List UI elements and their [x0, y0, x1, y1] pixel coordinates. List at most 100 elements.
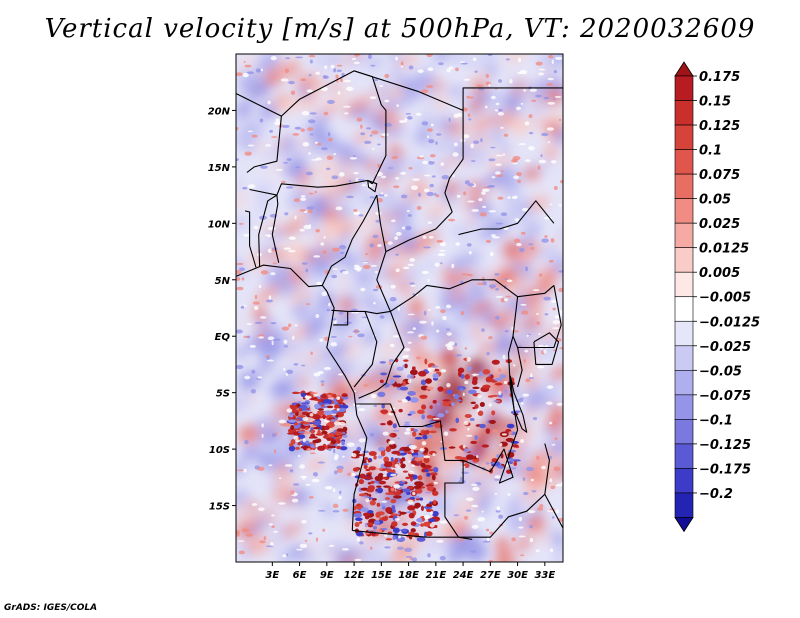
- field-patch: [258, 343, 284, 359]
- field-patch: [385, 212, 401, 222]
- field-speckle: [384, 534, 388, 537]
- field-speckle: [357, 333, 365, 338]
- field-patch: [263, 265, 290, 286]
- field-patch: [394, 54, 418, 69]
- field-speckle: [314, 398, 323, 402]
- field-speckle: [529, 537, 534, 543]
- field-speckle: [348, 179, 352, 183]
- field-speckle: [347, 472, 352, 476]
- field-speckle: [354, 522, 360, 528]
- field-speckle: [382, 474, 388, 477]
- field-speckle: [376, 143, 381, 146]
- field-speckle: [323, 366, 332, 371]
- field-speckle: [556, 402, 563, 406]
- field-speckle: [408, 486, 413, 490]
- field-speckle: [271, 432, 276, 438]
- field-speckle: [324, 425, 330, 430]
- field-patch: [481, 254, 505, 275]
- field-speckle: [513, 461, 518, 467]
- field-speckle: [354, 54, 360, 57]
- field-speckle: [516, 172, 522, 177]
- field-speckle: [353, 209, 358, 213]
- field-speckle: [409, 497, 416, 500]
- field-speckle: [362, 495, 370, 499]
- field-speckle: [322, 528, 326, 532]
- field-speckle: [503, 133, 509, 137]
- field-speckle: [299, 543, 308, 549]
- field-patch: [349, 59, 372, 78]
- field-speckle: [251, 369, 256, 374]
- field-speckle: [548, 54, 554, 59]
- field-speckle: [438, 62, 444, 66]
- field-speckle: [378, 480, 387, 485]
- field-patch: [303, 98, 320, 111]
- field-patch: [450, 84, 463, 99]
- field-speckle: [484, 105, 488, 109]
- field-speckle: [240, 305, 245, 309]
- border-line: [355, 403, 464, 461]
- field-speckle: [537, 365, 545, 369]
- field-speckle: [400, 463, 406, 469]
- field-speckle: [464, 413, 472, 418]
- field-speckle: [431, 321, 434, 326]
- field-patch: [526, 393, 548, 408]
- field-speckle: [490, 394, 499, 397]
- field-speckle: [440, 309, 446, 314]
- field-speckle: [512, 444, 519, 448]
- field-speckle: [470, 401, 476, 405]
- field-speckle: [432, 373, 439, 379]
- field-speckle: [485, 528, 490, 532]
- field-speckle: [323, 236, 326, 239]
- field-speckle: [546, 385, 554, 389]
- field-speckle: [398, 483, 404, 486]
- field-speckle: [466, 243, 472, 247]
- field-speckle: [310, 351, 313, 355]
- field-speckle: [429, 183, 434, 188]
- field-speckle: [407, 413, 412, 416]
- field-speckle: [474, 70, 478, 73]
- field-speckle: [335, 74, 339, 79]
- field-speckle: [517, 179, 521, 184]
- field-speckle: [403, 446, 412, 452]
- field-speckle: [403, 266, 410, 270]
- field-speckle: [372, 288, 379, 292]
- field-speckle: [384, 546, 391, 549]
- field-speckle: [491, 410, 496, 416]
- field-speckle: [524, 349, 529, 353]
- field-patch: [440, 296, 455, 313]
- field-patch: [548, 366, 563, 380]
- field-patch: [254, 142, 265, 152]
- field-speckle: [246, 71, 254, 75]
- field-speckle: [468, 389, 477, 395]
- field-patch: [508, 349, 519, 366]
- field-speckle: [374, 270, 378, 274]
- field-speckle: [531, 490, 537, 493]
- field-speckle: [370, 480, 375, 484]
- field-speckle: [436, 329, 440, 333]
- x-tick-label: 18E: [398, 570, 419, 581]
- field-speckle: [481, 191, 486, 195]
- field-speckle: [490, 374, 494, 379]
- field-patch: [536, 269, 560, 287]
- field-speckle: [327, 394, 332, 398]
- field-patch: [290, 324, 310, 340]
- field-speckle: [283, 247, 292, 250]
- field-speckle: [457, 399, 462, 402]
- field-speckle: [315, 433, 324, 436]
- field-speckle: [477, 408, 480, 413]
- field-speckle: [536, 455, 540, 461]
- field-speckle: [329, 544, 335, 547]
- field-speckle: [482, 205, 487, 209]
- field-speckle: [430, 123, 434, 127]
- field-speckle: [417, 475, 423, 481]
- field-patch: [342, 256, 357, 269]
- field-speckle: [494, 492, 498, 495]
- field-speckle: [442, 399, 451, 402]
- field-speckle: [423, 515, 431, 520]
- field-speckle: [558, 118, 562, 122]
- field-speckle: [448, 218, 456, 222]
- field-speckle: [499, 374, 506, 379]
- field-patch: [523, 222, 543, 239]
- field-speckle: [357, 178, 365, 181]
- field-speckle: [305, 171, 313, 176]
